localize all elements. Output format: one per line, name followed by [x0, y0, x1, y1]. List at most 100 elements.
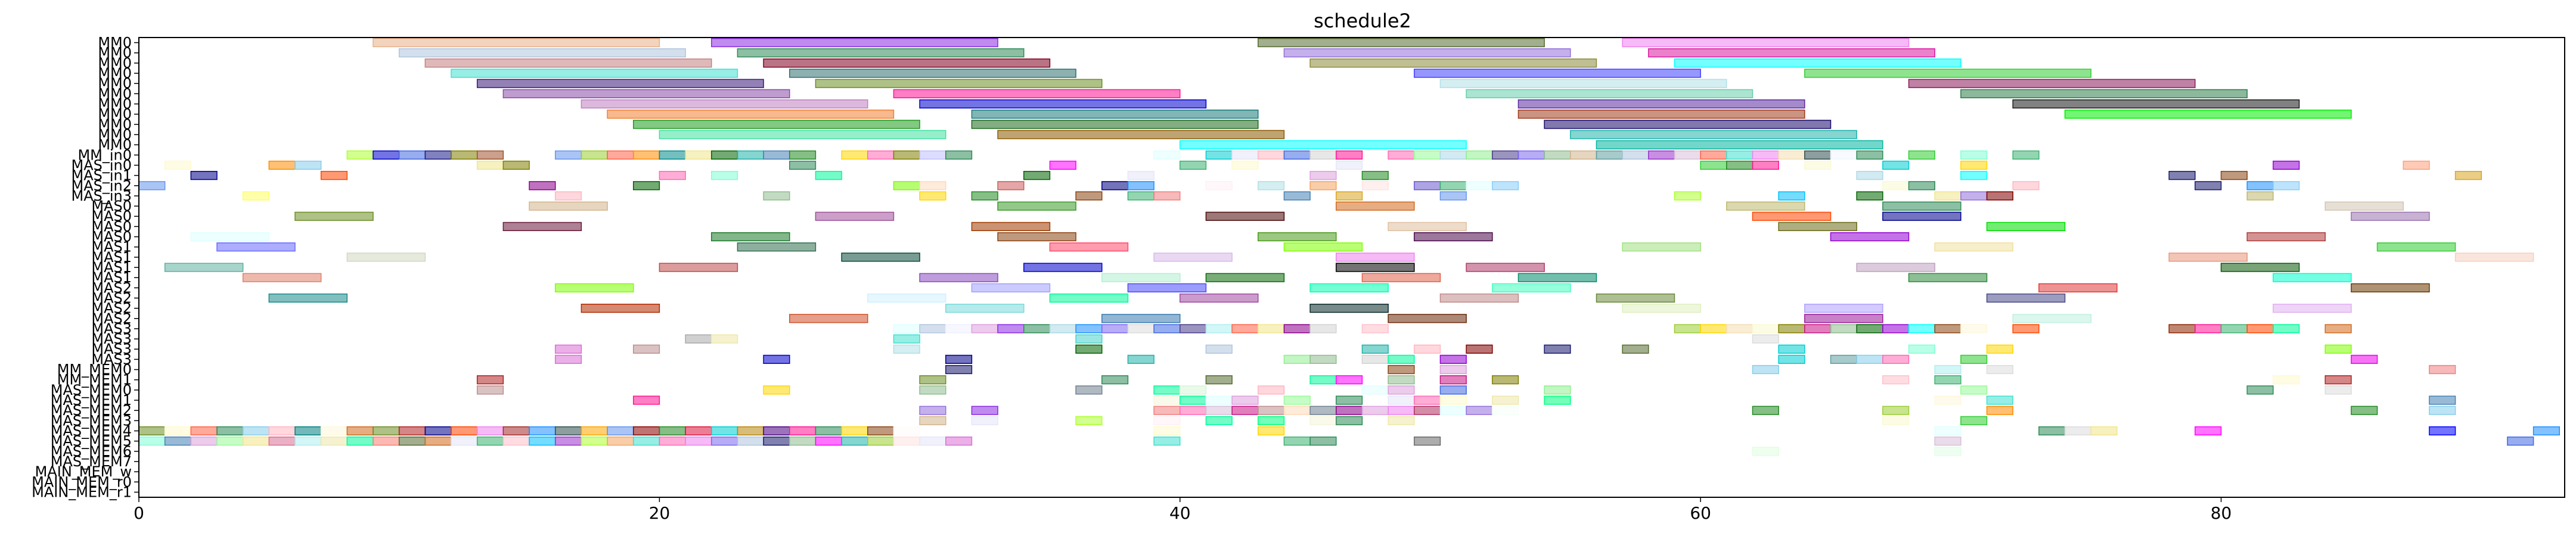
- task-bar: [529, 426, 556, 436]
- task-bar: [1336, 406, 1363, 415]
- task-bar: [1414, 437, 1441, 446]
- y-tick-label: MAS1: [91, 249, 132, 266]
- task-bar: [1752, 324, 1779, 334]
- task-bar: [1700, 324, 1727, 334]
- task-bar: [2246, 181, 2274, 191]
- task-bar: [659, 437, 686, 446]
- task-bar: [1283, 150, 1311, 160]
- y-tick-label: MM0: [98, 136, 132, 153]
- task-bar: [632, 181, 660, 191]
- task-bar: [1309, 375, 1337, 385]
- task-bar: [893, 437, 920, 446]
- task-bar: [1856, 354, 1883, 364]
- task-bar: [1180, 395, 1207, 405]
- task-bar: [1960, 160, 1988, 170]
- task-bar: [1752, 150, 1779, 160]
- task-bar: [451, 150, 478, 160]
- task-bar: [451, 437, 478, 446]
- task-bar: [1570, 130, 1857, 139]
- task-bar: [164, 437, 192, 446]
- task-bar: [424, 426, 452, 436]
- task-bar: [1231, 160, 1259, 170]
- task-bar: [1726, 201, 1805, 211]
- task-bar: [607, 150, 634, 160]
- task-bar: [893, 334, 920, 344]
- task-bar: [1205, 375, 1233, 385]
- task-bar: [919, 437, 946, 446]
- task-bar: [1882, 406, 1910, 415]
- task-bar: [971, 283, 1051, 292]
- task-bar: [1752, 211, 1832, 221]
- task-bar: [737, 437, 764, 446]
- task-bar: [1309, 170, 1337, 180]
- y-tick-label: MAS_in0: [71, 157, 132, 173]
- task-bar: [1388, 395, 1415, 405]
- task-bar: [554, 191, 582, 201]
- y-tick-label: MAS1: [91, 239, 132, 255]
- task-bar: [1804, 68, 2091, 78]
- task-bar: [815, 426, 842, 436]
- task-bar: [268, 293, 348, 303]
- task-bar: [554, 344, 582, 354]
- task-bar: [1544, 150, 1571, 160]
- task-bar: [997, 324, 1025, 334]
- task-bar: [1388, 314, 1467, 323]
- task-bar: [1180, 385, 1207, 395]
- task-bar: [737, 48, 1025, 58]
- task-bar: [164, 426, 192, 436]
- task-bar: [945, 324, 973, 334]
- task-bar: [424, 150, 452, 160]
- task-bar: [1101, 273, 1181, 282]
- task-bar: [1960, 324, 1988, 334]
- task-bar: [2012, 324, 2040, 334]
- task-bar: [1466, 344, 1493, 354]
- task-bar: [1934, 437, 1962, 446]
- task-bar: [1986, 395, 2013, 405]
- task-bar: [502, 222, 582, 231]
- task-bar: [1492, 181, 1519, 191]
- task-bar: [1388, 150, 1415, 160]
- task-bar: [1127, 170, 1154, 180]
- task-bar: [2273, 375, 2300, 385]
- task-bar: [1205, 324, 1233, 334]
- task-bar: [1075, 191, 1103, 201]
- task-bar: [1856, 191, 1883, 201]
- task-bar: [164, 263, 244, 272]
- task-bar: [1258, 324, 1285, 334]
- task-bar: [971, 120, 1259, 129]
- task-bar: [2168, 253, 2248, 262]
- task-bar: [2273, 273, 2352, 282]
- task-bar: [476, 150, 504, 160]
- task-bar: [841, 150, 868, 160]
- task-bar: [502, 160, 530, 170]
- task-bar: [1986, 293, 2066, 303]
- task-bar: [1414, 232, 1493, 242]
- task-bar: [1388, 416, 1415, 425]
- task-bar: [2273, 160, 2300, 170]
- task-bar: [659, 426, 686, 436]
- task-bar: [424, 437, 452, 446]
- y-tick-label: MAIN_MEM_w: [35, 463, 132, 480]
- task-bar: [320, 437, 348, 446]
- task-bar: [1361, 344, 1389, 354]
- task-bar: [919, 406, 946, 415]
- task-bar: [554, 354, 582, 364]
- task-bar: [346, 150, 374, 160]
- task-bar: [685, 426, 712, 436]
- task-bar: [1388, 364, 1415, 375]
- task-bar: [919, 375, 946, 385]
- task-bar: [1101, 314, 1181, 323]
- task-bar: [737, 426, 764, 436]
- task-bar: [476, 79, 764, 88]
- task-bar: [398, 48, 686, 58]
- task-bar: [1752, 364, 1779, 375]
- y-axis: MM0MM0MM0MM0MM0MM0MM0MM0MM0MM0MM0MM_in0M…: [32, 35, 139, 500]
- task-bar: [1101, 375, 1129, 385]
- task-bar: [1726, 324, 1753, 334]
- task-bar: [1309, 181, 1337, 191]
- task-bar: [945, 437, 973, 446]
- task-bar: [242, 437, 270, 446]
- task-bar: [1882, 416, 1910, 425]
- task-bar: [971, 222, 1051, 231]
- task-bar: [1544, 344, 1571, 354]
